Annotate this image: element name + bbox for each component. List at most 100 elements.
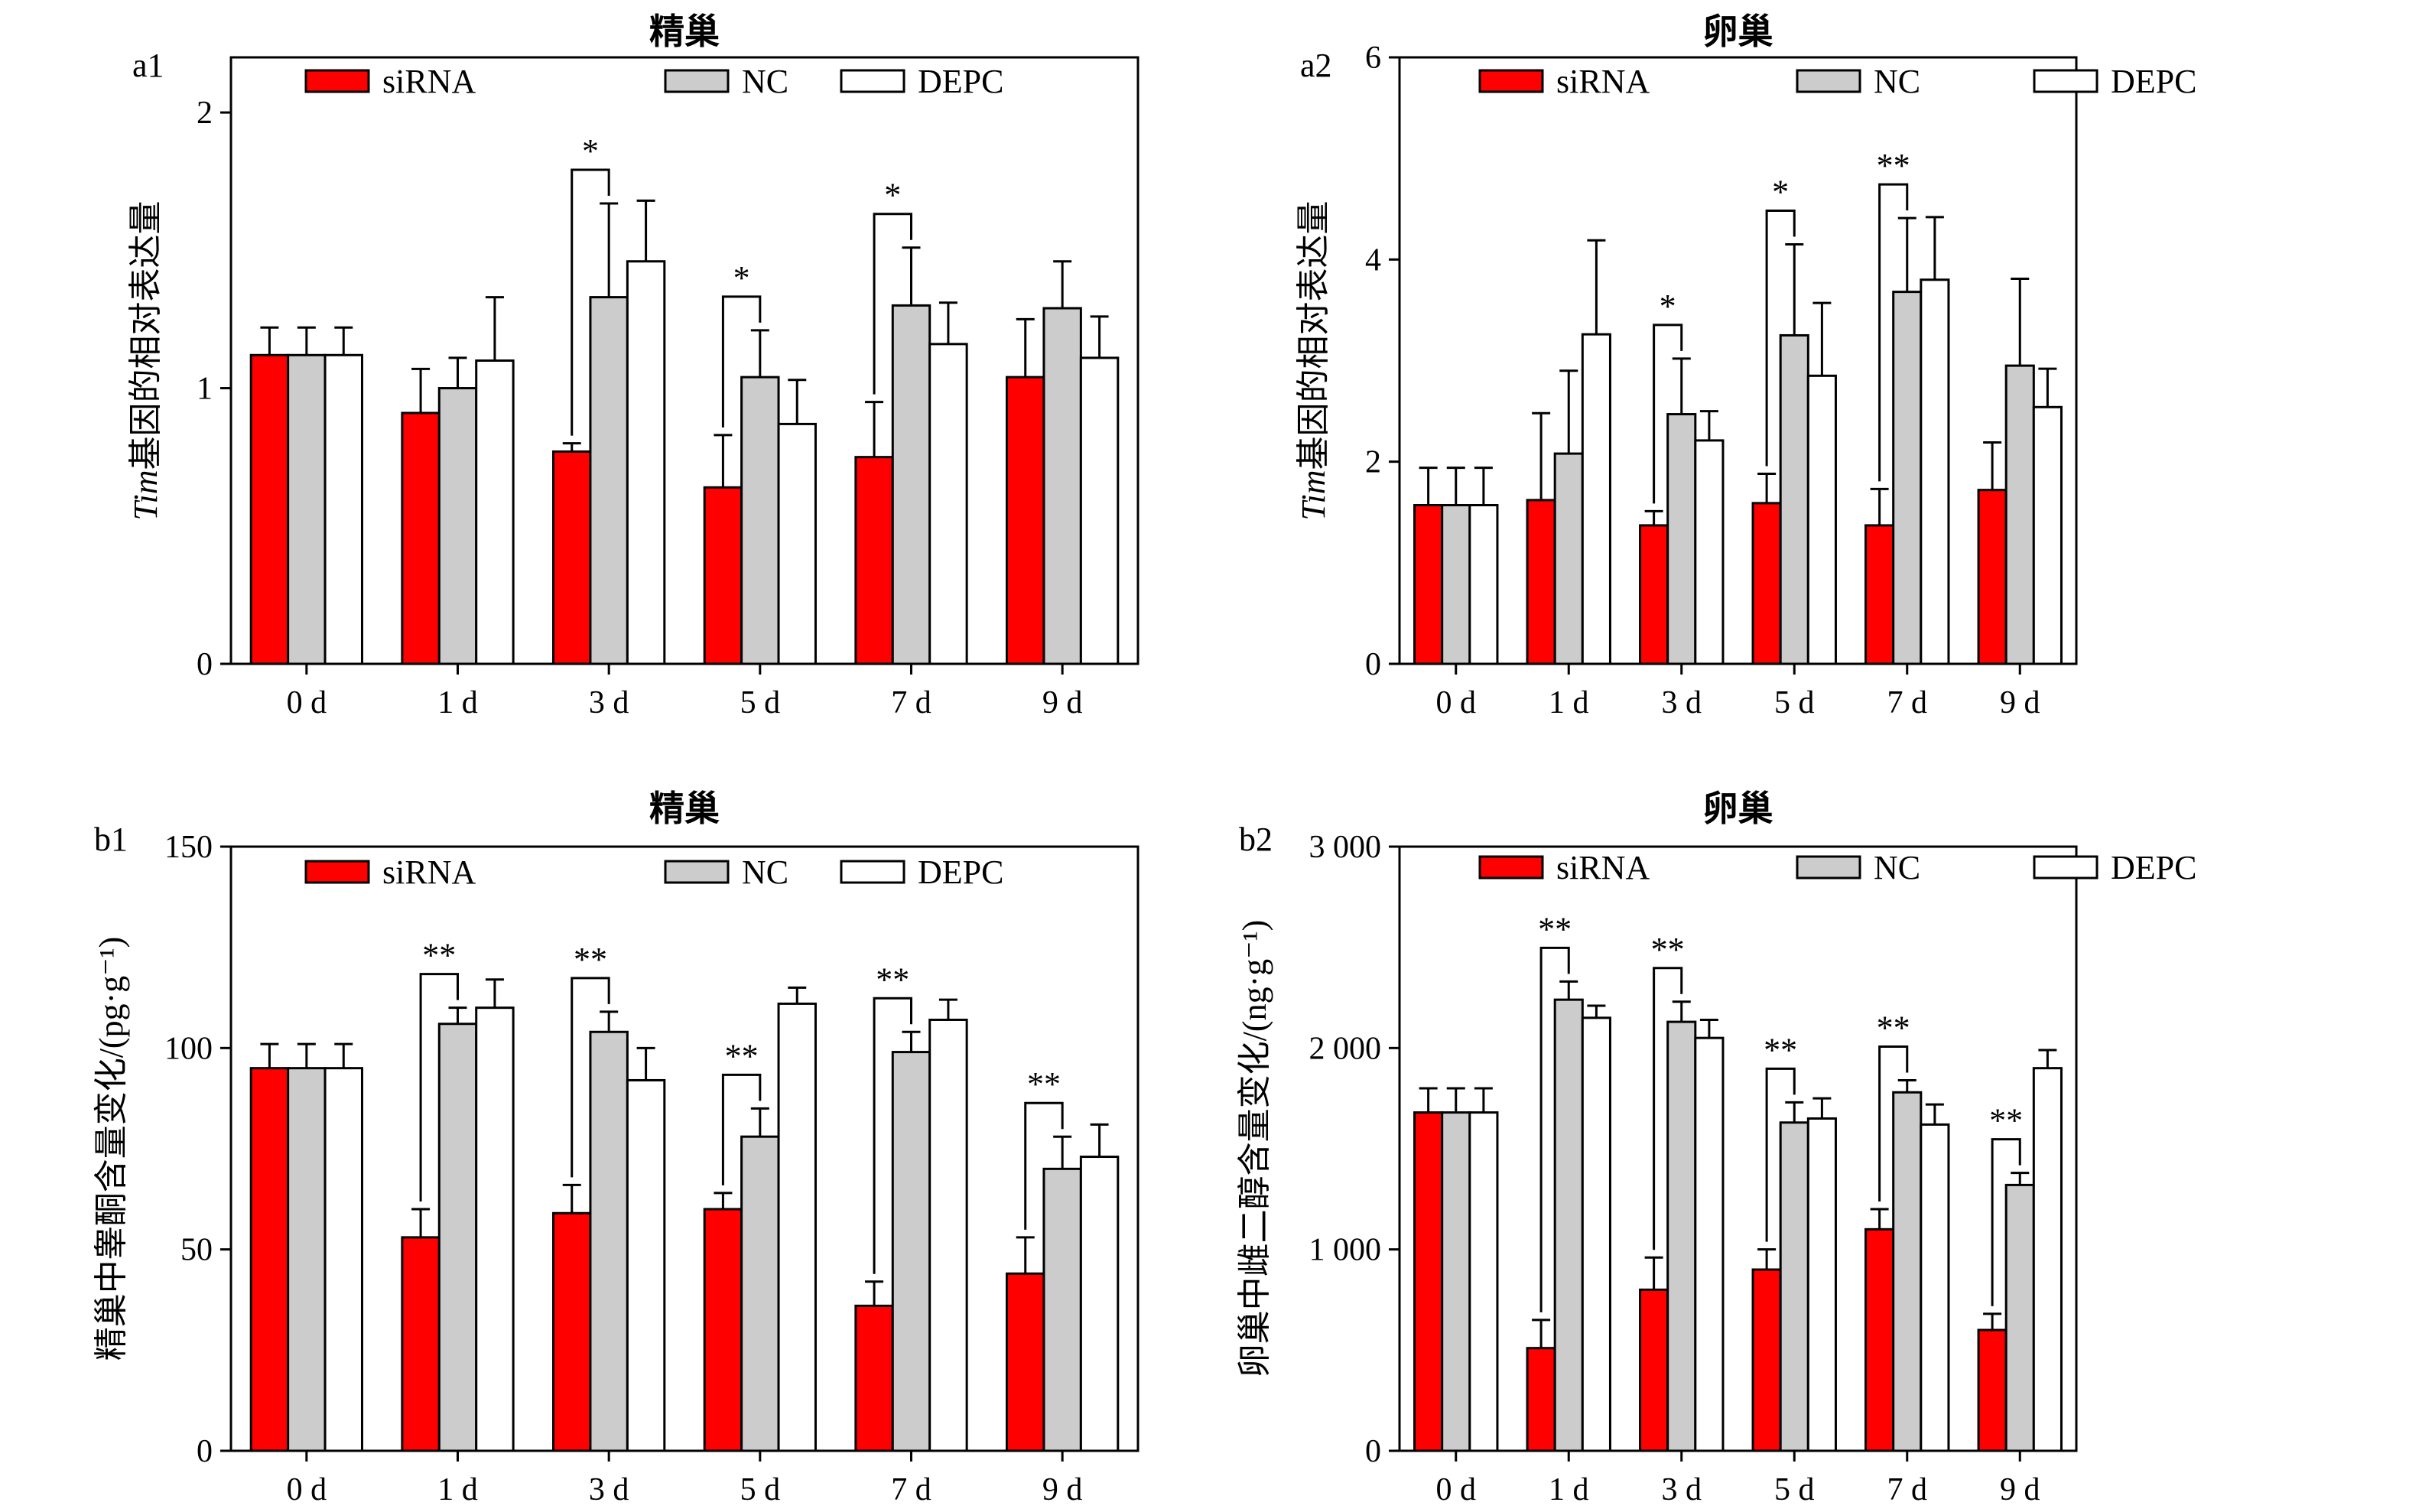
y-tick-label: 2 000 [1309, 1031, 1382, 1066]
significance-bracket [1765, 210, 1796, 467]
significance-label: ** [876, 961, 909, 998]
legend-label-depc: DEPC [918, 854, 1003, 891]
bar-sirna [1413, 503, 1444, 665]
legend-label-nc: NC [742, 63, 788, 100]
panel-a1: 精巢 a1 0 1 2 Tim基因的相对表达量 0 d 1 d 3 d 5 d 7 d 9 d * * * s… [127, 12, 1139, 720]
panel-label: b2 [1239, 821, 1273, 858]
bar-depc [2032, 1067, 2063, 1452]
significance-bracket [1765, 1067, 1796, 1242]
y-tick-label: 0 [1365, 1434, 1381, 1469]
bar-sirna [1977, 1328, 2008, 1452]
legend-label-depc: DEPC [2111, 63, 2196, 100]
bar-depc [475, 1006, 515, 1452]
y-tick-label: 150 [164, 830, 213, 865]
y-axis-label: Tim基因的相对表达量 [1295, 200, 1332, 520]
significance-bracket [873, 213, 912, 395]
bar-nc [437, 1023, 478, 1452]
bar-depc [1920, 278, 1950, 665]
x-tick-label: 0 d [287, 1472, 327, 1507]
bar-depc [323, 1067, 363, 1452]
y-axis-label-gene: Tim [127, 470, 164, 520]
bar-sirna [1413, 1111, 1444, 1452]
y-tick-label: 6 [1365, 41, 1381, 76]
significance-bracket [1878, 1045, 1909, 1201]
chart-title: 卵巢 [1703, 12, 1773, 51]
x-tick-label: 9 d [1042, 1472, 1083, 1507]
panel-label: b1 [94, 821, 128, 858]
x-tick-label: 1 d [1549, 1472, 1589, 1507]
legend-label-sirna: siRNA [1556, 849, 1650, 886]
bar-depc [1694, 1036, 1725, 1452]
plot-frame [229, 845, 1139, 1452]
bar-nc [1892, 291, 1923, 665]
bar-sirna [703, 486, 743, 665]
chart-title: 精巢 [649, 12, 720, 51]
y-axis-label-text: 卵巢中雌二醇含量变化/(ng·g⁻¹) [1236, 920, 1273, 1378]
bar-nc [891, 1051, 931, 1452]
bar-nc [1892, 1091, 1923, 1452]
y-axis-label-gene: Tim [1295, 470, 1332, 520]
legend-label-nc: NC [1874, 849, 1920, 886]
significance-label: ** [574, 941, 607, 978]
bar-nc [1553, 452, 1584, 665]
significance-label: * [582, 132, 599, 170]
bar-sirna [552, 1211, 592, 1452]
y-tick-label: 0 [197, 1434, 213, 1469]
significance-bracket [571, 168, 610, 436]
bar-depc [1079, 1156, 1120, 1452]
bar-nc [2004, 1183, 2035, 1452]
significance-label: ** [1027, 1065, 1061, 1103]
bar-depc [928, 1018, 968, 1452]
significance-bracket [721, 1073, 762, 1185]
y-tick-label: 0 [197, 647, 213, 682]
bar-nc [1666, 413, 1697, 665]
panel-label: a2 [1300, 47, 1332, 84]
x-tick-label: 1 d [437, 1472, 478, 1507]
significance-label: ** [1651, 931, 1685, 968]
x-tick-label: 7 d [1887, 685, 1928, 720]
significance-bracket [1878, 183, 1909, 482]
y-axis-label: Tim基因的相对表达量 [127, 200, 164, 520]
bar-depc [1581, 1016, 1611, 1452]
significance-label: ** [1764, 1031, 1797, 1068]
bar-depc [1694, 439, 1725, 665]
bar-sirna [401, 1236, 441, 1452]
bar-sirna [1006, 376, 1045, 665]
significance-label: ** [1877, 147, 1910, 184]
bar-nc [740, 376, 780, 665]
y-tick-label: 4 [1365, 242, 1381, 278]
bar-depc [1806, 374, 1837, 665]
bar-sirna [1526, 499, 1556, 665]
legend-swatch-sirna [1478, 69, 1544, 93]
bar-nc [287, 353, 327, 665]
panel-label: a1 [132, 47, 164, 84]
y-axis-label-text: 基因的相对表达量 [1295, 200, 1332, 470]
x-tick-label: 9 d [1042, 685, 1083, 720]
legend-label-sirna: siRNA [382, 63, 476, 100]
x-tick-label: 9 d [2000, 685, 2040, 720]
significance-label: * [733, 259, 750, 297]
x-tick-label: 7 d [1887, 1472, 1928, 1507]
bar-nc [589, 296, 629, 665]
bar-depc [928, 343, 968, 665]
bar-nc [1553, 998, 1584, 1452]
panel-b1: 精巢 b1 0 50 100 150 精巢中睾酮含量变化/(pg·g⁻¹) 0 d 1 d 3 d… [93, 789, 1139, 1507]
legend-swatch-sirna [1478, 855, 1544, 880]
bar-depc [777, 1002, 817, 1452]
bar-sirna [1526, 1347, 1556, 1452]
plot-frame [1398, 56, 2078, 665]
bar-sirna [1864, 1227, 1895, 1452]
legend-swatch-depc [2033, 69, 2099, 93]
legend-swatch-depc [840, 860, 905, 884]
bar-sirna [1864, 524, 1895, 665]
x-tick-label: 0 d [287, 685, 327, 720]
bar-sirna [854, 456, 894, 665]
bar-sirna [1751, 502, 1782, 665]
y-axis-label: 卵巢中雌二醇含量变化/(ng·g⁻¹) [1236, 920, 1273, 1378]
bar-depc [1920, 1123, 1950, 1452]
chart-title: 精巢 [649, 789, 720, 828]
y-tick-label: 50 [180, 1233, 213, 1268]
chart-title: 卵巢 [1703, 789, 1773, 828]
y-axis-label-text: 精巢中睾酮含量变化/(pg·g⁻¹) [93, 937, 130, 1361]
bar-depc [1079, 356, 1120, 665]
